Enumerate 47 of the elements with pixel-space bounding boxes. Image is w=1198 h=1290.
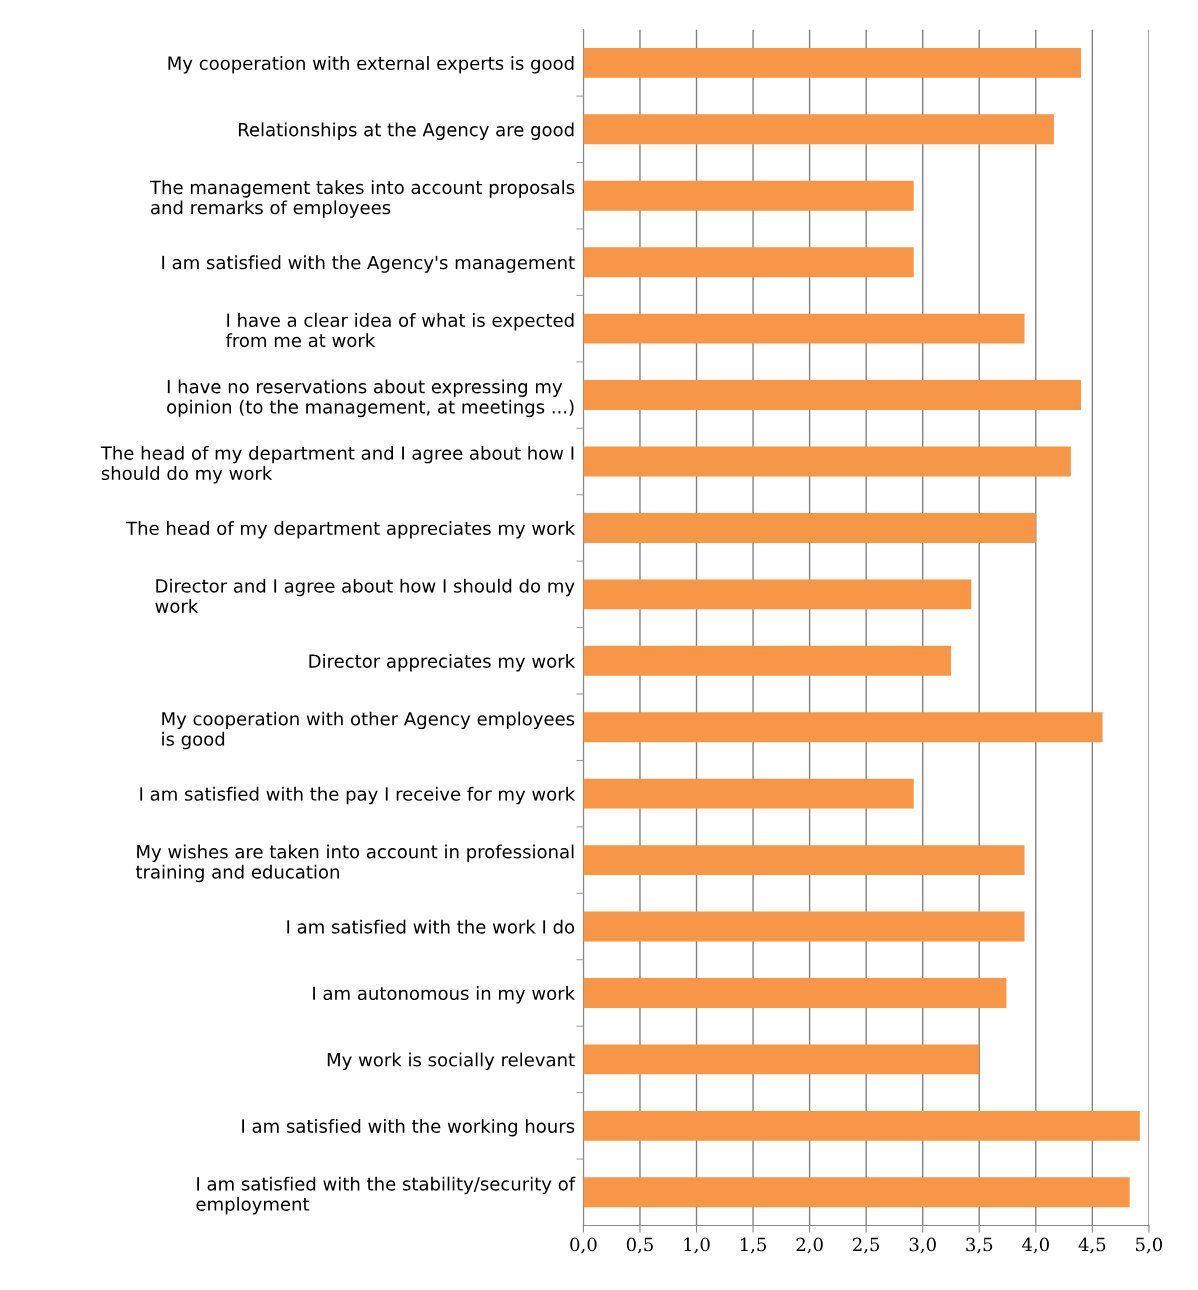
- bar: [583, 47, 1082, 78]
- y-tick-label: I am autonomous in my work: [313, 986, 576, 1004]
- y-tick-label: I am satisfied with the stability/security of employment: [196, 1176, 576, 1215]
- bar: [583, 845, 1025, 876]
- bar: [583, 978, 1007, 1008]
- y-tick-label: The head of my department and I agree about how I should do my work: [100, 445, 574, 484]
- bar: [583, 180, 914, 211]
- y-tick-label: Director appreciates my work: [309, 653, 576, 672]
- x-tick-label: 3,5: [966, 1237, 993, 1254]
- y-tick-label: My cooperation with other Agency employees is good: [162, 711, 575, 750]
- bar: [583, 247, 914, 278]
- bar: [583, 446, 1071, 477]
- bar: [583, 579, 972, 610]
- x-tick-label: 4,5: [1078, 1237, 1106, 1254]
- y-tick-label: I am satisfied with the work I do: [287, 919, 575, 934]
- y-tick-label: Relationships at the Agency are good: [238, 122, 574, 140]
- y-tick-label: My work is socially relevant: [327, 1052, 575, 1071]
- x-tick-label: 2,0: [796, 1237, 823, 1254]
- y-tick-label: I have no reservations about expressing my opinion (to the management, at meetings ...): [167, 379, 574, 418]
- bar: [583, 313, 1025, 344]
- bar: [583, 1044, 980, 1075]
- bar: [583, 512, 1036, 543]
- y-tick-label: My wishes are taken into account in professional training and education: [135, 844, 574, 883]
- bar: [583, 712, 1103, 743]
- y-tick-label: My cooperation with external experts is good: [168, 56, 574, 74]
- x-tick-label: 3,0: [909, 1237, 936, 1254]
- bar: [583, 1177, 1130, 1208]
- x-tick-label: 1,5: [740, 1237, 767, 1254]
- bar: [583, 645, 951, 676]
- x-tick-label: 5,0: [1136, 1237, 1163, 1254]
- y-tick-label: The head of my department appreciates my work: [126, 521, 576, 539]
- bar: [583, 1110, 1140, 1141]
- x-tick-label: 0,5: [626, 1237, 653, 1254]
- y-tick-label: I am satisfied with the pay I receive for my work: [140, 786, 576, 805]
- bar: [583, 778, 914, 809]
- x-tick-label: 0,0: [570, 1237, 597, 1254]
- y-tick-label: The management takes into account proposals and remarks of employees: [149, 180, 575, 218]
- x-tick-label: 1,0: [684, 1237, 710, 1254]
- y-tick-label: I have a clear idea of what is expected from me at work: [225, 313, 574, 348]
- bar: [583, 380, 1082, 411]
- x-tick-label: 4,0: [1021, 1237, 1049, 1254]
- x-tick-label: 2,5: [853, 1237, 880, 1254]
- y-tick-label: Director and I agree about how I should do my work: [155, 578, 575, 613]
- y-tick-label: I am satisfied with the working hours: [242, 1118, 575, 1137]
- bar: [583, 911, 1025, 942]
- y-tick-label: I am satisfied with the Agency's management: [162, 255, 575, 273]
- bar: [583, 114, 1054, 145]
